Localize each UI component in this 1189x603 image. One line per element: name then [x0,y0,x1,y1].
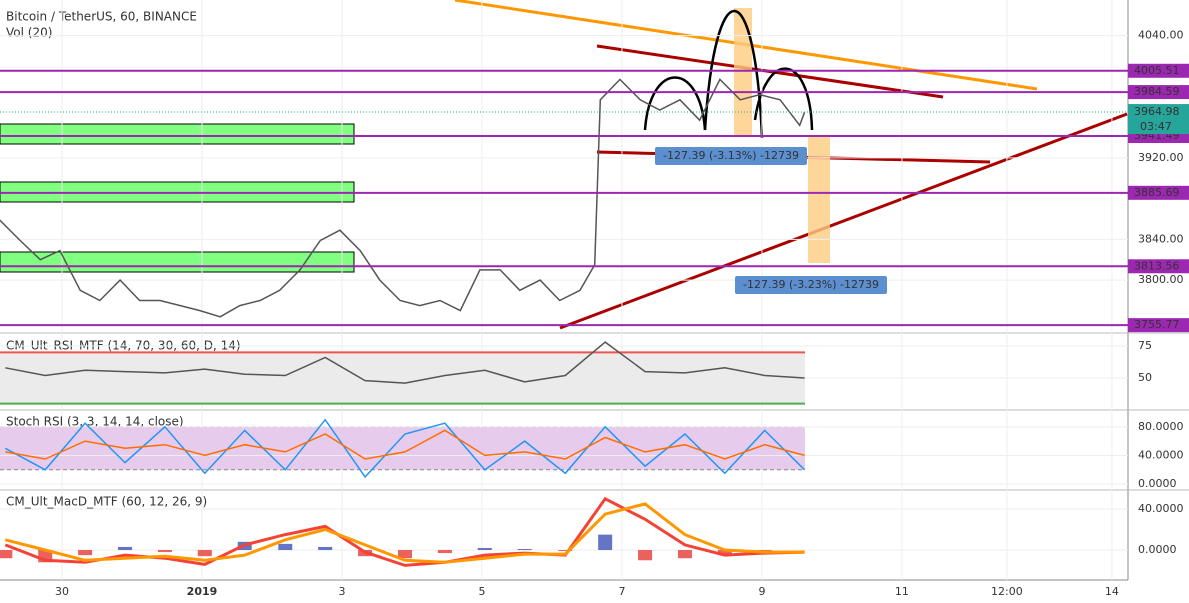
level-label-box [1128,85,1189,100]
trend-line [559,112,1128,330]
panel-title: Stoch RSI (3, 3, 14, 14, close) [6,415,184,429]
histogram-bar [118,546,133,551]
zone [0,123,355,145]
series-line [4,418,806,479]
series-line [0,78,806,318]
range-box [734,8,752,136]
x-tick-label: 11 [895,585,909,598]
pattern-arc [753,67,814,131]
y-tick-label: 75 [1138,339,1152,352]
y-tick-label: 3800.00 [1138,273,1184,286]
band [0,426,805,470]
last-price-box [1128,104,1189,135]
x-tick-label: 14 [1105,585,1119,598]
pattern-arc [643,76,707,131]
y-tick-label: 50 [1138,371,1152,384]
y-tick-label: 3840.00 [1138,232,1184,245]
histogram-bar [0,550,13,559]
histogram-bar [558,550,573,552]
pattern-arc [703,9,764,139]
histogram-bar [437,550,452,554]
histogram-bar [397,550,412,559]
histogram-bar [598,534,613,551]
x-tick-label: 3 [338,585,345,598]
y-tick-label: 40.0000 [1138,448,1184,461]
y-tick-label: 0.0000 [1138,543,1177,556]
histogram-bar [318,546,333,551]
level-label-box [1128,318,1189,333]
level-label: 3984.59 [1134,85,1180,98]
subtitle: Vol (20) [6,26,52,40]
histogram-bar [717,550,732,555]
x-tick-label: 30 [55,585,69,598]
histogram-bar [677,550,692,559]
series-line [4,502,805,564]
last-price-label: 3964.98 [1134,105,1180,118]
x-tick-label: 9 [758,585,765,598]
annotation-box [735,276,887,294]
x-tick-label: 5 [478,585,485,598]
level-label-box [1128,63,1189,78]
level-label: 3885.69 [1134,186,1180,199]
y-tick-label: 80.0000 [1138,420,1184,433]
histogram-bar [197,550,212,557]
level-label: 3755.77 [1134,318,1180,331]
histogram-bar [757,550,772,552]
histogram-bar [477,547,492,551]
annotation: -127.39 (-3.23%) -12739 [743,278,879,291]
annotation-box [655,147,807,165]
level-label-box [1128,259,1189,274]
level-label-box [1128,185,1189,200]
histogram-bar [278,543,293,551]
y-tick-label: 3920.00 [1138,151,1184,164]
level-label: 3813.56 [1134,259,1180,272]
histogram-bar [78,550,93,556]
x-tick-label: 2019 [187,585,218,598]
y-tick-label: 4040.00 [1138,29,1184,42]
y-tick-label: 0.0000 [1138,477,1177,490]
series-line [5,341,805,384]
chart-title: Bitcoin / TetherUS, 60, BINANCE [6,10,197,24]
y-tick-label: 40.0000 [1138,502,1184,515]
level-label: 4005.51 [1134,64,1180,77]
x-tick-label: 12:00 [991,585,1023,598]
histogram-bar [517,548,532,551]
panel-title: CM_Ult_MacD_MTF (60, 12, 26, 9) [6,495,207,509]
annotation: -127.39 (-3.13%) -12739 [663,149,799,162]
histogram-bar [638,550,653,561]
range-box [808,135,830,263]
histogram-bar [157,550,172,553]
countdown-label: 03:47 [1140,120,1172,133]
x-tick-label: 7 [618,585,625,598]
series-line [5,429,805,460]
